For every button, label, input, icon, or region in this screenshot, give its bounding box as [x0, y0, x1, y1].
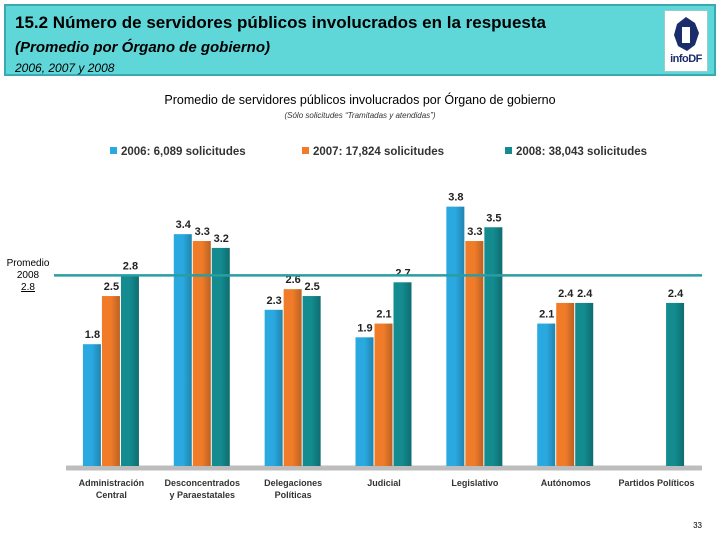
data-label: 3.8 [448, 192, 463, 204]
bar [211, 247, 230, 466]
category-label: y Paraestatales [170, 490, 236, 500]
data-label: 2.4 [577, 288, 593, 300]
bar [355, 337, 374, 466]
category-label: Judicial [367, 478, 401, 488]
data-label: 2.3 [266, 295, 281, 307]
data-label: 3.3 [195, 226, 210, 238]
legend-swatch [110, 147, 117, 154]
bar [374, 323, 393, 466]
data-label: 2.1 [376, 309, 391, 321]
bar [575, 302, 594, 466]
average-annotation: Promedio 2008 2.8 [4, 258, 52, 294]
data-label: 3.5 [486, 212, 501, 224]
data-label: 3.2 [214, 233, 229, 245]
logo-emblem-icon [674, 17, 699, 51]
category-label: Administración [79, 478, 145, 488]
data-label: 1.9 [357, 322, 372, 334]
bar [82, 344, 101, 466]
average-value: 2.8 [21, 282, 35, 293]
data-label: 2.4 [558, 288, 574, 300]
category-label: Partidos Políticos [619, 478, 695, 488]
bar [101, 296, 120, 466]
bar [393, 282, 412, 466]
page-subtitle: (Promedio por Órgano de gobierno) [15, 39, 270, 56]
data-label: 1.8 [85, 329, 100, 341]
page-title: 15.2 Número de servidores públicos invol… [15, 13, 546, 32]
bar [666, 302, 685, 466]
category-label: Legislativo [451, 478, 499, 488]
legend-swatch [505, 147, 512, 154]
bar [173, 234, 192, 466]
bar [465, 241, 484, 466]
category-label: Autónomos [541, 478, 591, 488]
data-label: 2.5 [304, 281, 319, 293]
bar [302, 296, 321, 466]
logo-text: infoDF [670, 53, 702, 65]
legend-label: 2008: 38,043 solicitudes [516, 146, 647, 158]
data-label: 2.1 [539, 309, 554, 321]
bar [192, 241, 211, 466]
bar [556, 302, 575, 466]
infodf-logo: infoDF [664, 10, 708, 72]
data-label: 3.3 [467, 226, 482, 238]
category-label: Desconcentrados [165, 478, 241, 488]
page-years: 2006, 2007 y 2008 [15, 61, 115, 75]
bar [537, 323, 556, 466]
category-label: Delegaciones [264, 478, 322, 488]
data-label: 2.8 [123, 260, 138, 272]
chart-title: Promedio de servidores públicos involucr… [164, 93, 556, 107]
legend-label: 2007: 17,824 solicitudes [313, 146, 444, 158]
data-label: 2.7 [395, 267, 410, 279]
category-label: Central [96, 490, 127, 500]
page-number: 33 [693, 521, 702, 530]
data-label: 2.5 [104, 281, 119, 293]
bar [120, 275, 139, 466]
data-label: 2.4 [668, 288, 684, 300]
legend-swatch [302, 147, 309, 154]
bar [283, 289, 302, 466]
bar [484, 227, 503, 466]
header-banner: 15.2 Número de servidores públicos invol… [4, 4, 716, 76]
category-label: Políticas [275, 490, 312, 500]
bar [264, 309, 283, 466]
average-label: Promedio 2008 [6, 258, 50, 281]
data-label: 3.4 [176, 219, 192, 231]
data-label: 2.6 [285, 274, 300, 286]
legend-label: 2006: 6,089 solicitudes [121, 146, 246, 158]
bar [446, 206, 465, 466]
chart-subtitle: (Sólo solicitudes “Tramitadas y atendida… [284, 111, 436, 120]
